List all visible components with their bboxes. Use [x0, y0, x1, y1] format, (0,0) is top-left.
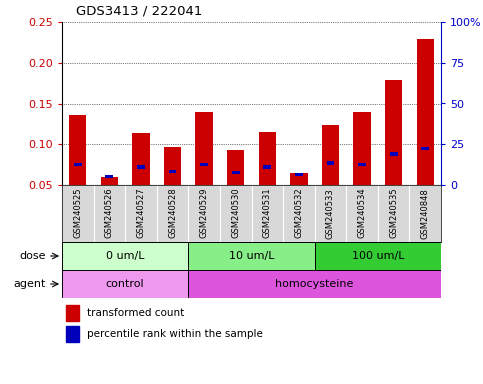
Bar — [62, 242, 188, 270]
Bar — [100, 177, 118, 185]
Bar — [66, 305, 79, 321]
Bar — [258, 132, 276, 185]
Text: 100 um/L: 100 um/L — [352, 251, 404, 261]
Bar — [327, 161, 334, 165]
Text: GSM240525: GSM240525 — [73, 188, 82, 238]
Bar — [196, 113, 213, 185]
Text: GSM240527: GSM240527 — [137, 188, 145, 238]
Bar — [390, 152, 398, 156]
Bar — [314, 242, 441, 270]
Text: 10 um/L: 10 um/L — [229, 251, 274, 261]
Text: 0 um/L: 0 um/L — [106, 251, 144, 261]
Text: GSM240530: GSM240530 — [231, 188, 240, 238]
Bar — [295, 173, 303, 176]
Bar — [416, 39, 434, 185]
Text: GSM240528: GSM240528 — [168, 188, 177, 238]
Bar — [227, 150, 244, 185]
Text: transformed count: transformed count — [86, 308, 184, 318]
Bar — [354, 112, 371, 185]
Text: GSM240529: GSM240529 — [199, 188, 209, 238]
Text: control: control — [106, 279, 144, 289]
Bar — [322, 125, 339, 185]
Text: agent: agent — [14, 279, 46, 289]
Bar — [132, 133, 150, 185]
Bar — [421, 147, 429, 150]
Bar — [105, 175, 114, 179]
Bar — [290, 173, 308, 185]
Bar — [232, 171, 240, 174]
Bar — [169, 169, 176, 173]
Bar — [137, 166, 145, 169]
Bar — [164, 147, 181, 185]
Bar — [263, 166, 271, 169]
Text: GSM240532: GSM240532 — [294, 188, 303, 238]
Bar — [385, 80, 402, 185]
Text: dose: dose — [20, 251, 46, 261]
Bar — [200, 163, 208, 166]
Bar — [66, 326, 79, 342]
Text: GSM240526: GSM240526 — [105, 188, 114, 238]
Text: GSM240531: GSM240531 — [263, 188, 272, 238]
Text: GSM240534: GSM240534 — [357, 188, 367, 238]
Bar — [188, 242, 314, 270]
Text: percentile rank within the sample: percentile rank within the sample — [86, 329, 262, 339]
Bar — [358, 163, 366, 166]
Bar — [74, 163, 82, 166]
Bar — [69, 115, 86, 185]
Text: GSM240533: GSM240533 — [326, 188, 335, 238]
Text: GSM240535: GSM240535 — [389, 188, 398, 238]
Text: GSM240848: GSM240848 — [421, 188, 430, 238]
Bar — [188, 270, 441, 298]
Bar — [62, 270, 188, 298]
Text: homocysteine: homocysteine — [275, 279, 354, 289]
Text: GDS3413 / 222041: GDS3413 / 222041 — [76, 4, 203, 17]
